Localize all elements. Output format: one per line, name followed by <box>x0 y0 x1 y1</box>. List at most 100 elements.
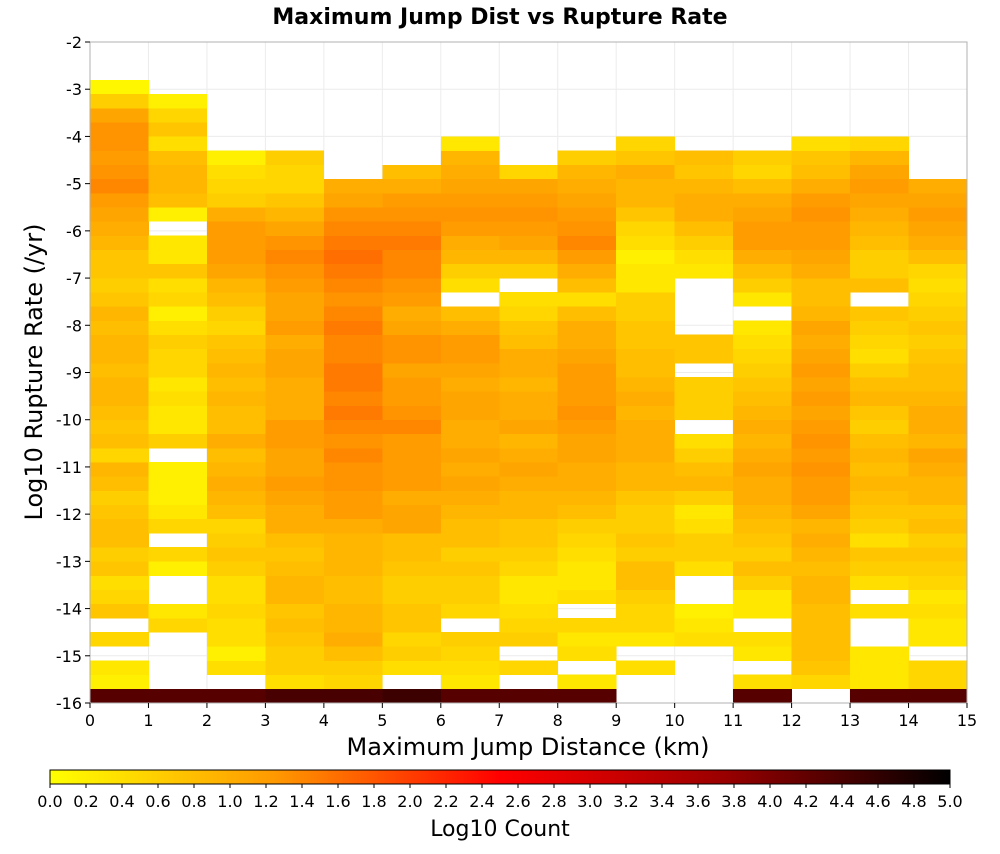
heatmap-cell <box>616 320 675 336</box>
heatmap-cell <box>265 391 325 406</box>
heatmap-cell <box>323 377 383 392</box>
heatmap-cell <box>265 164 325 180</box>
heatmap-cell <box>499 348 559 364</box>
heatmap-cell <box>440 221 500 236</box>
heatmap-cell <box>90 292 149 307</box>
heatmap-cell <box>850 320 909 336</box>
heatmap-cell <box>733 348 792 364</box>
heatmap-cell <box>499 462 559 477</box>
heatmap-cell <box>616 164 675 180</box>
heatmap-cell <box>90 589 149 605</box>
heatmap-cell <box>908 603 968 619</box>
heatmap-cell <box>908 334 968 350</box>
y-tick-label: -4 <box>66 127 82 146</box>
heatmap-cell <box>148 263 208 279</box>
heatmap-cell <box>616 547 675 562</box>
heatmap-cell <box>206 320 266 336</box>
heatmap-cell <box>499 490 559 505</box>
heatmap-cell <box>908 448 968 463</box>
heatmap-cell <box>733 589 792 605</box>
heatmap-cell <box>616 561 675 576</box>
heatmap-cell <box>382 490 442 505</box>
heatmap-cell <box>791 306 851 321</box>
heatmap-cell <box>791 136 851 151</box>
heatmap-cell <box>206 575 266 590</box>
heatmap-cell <box>148 377 208 392</box>
heatmap-cell <box>148 108 208 123</box>
heatmap-cell <box>733 292 792 307</box>
heatmap-cell <box>733 377 792 392</box>
heatmap-cell <box>499 391 559 406</box>
colorbar-tick-label: 0.0 <box>37 792 62 811</box>
heatmap-cell <box>850 476 909 491</box>
heatmap-cell <box>674 377 734 392</box>
heatmap-cell <box>440 476 500 491</box>
heatmap-cell <box>323 646 383 661</box>
heatmap-cell <box>382 221 442 236</box>
heatmap-cell <box>791 193 851 208</box>
heatmap-cell <box>616 292 675 307</box>
heatmap-cell <box>90 448 149 463</box>
heatmap-cell <box>850 448 909 463</box>
heatmap-cell <box>908 533 968 548</box>
heatmap-cell <box>265 419 325 435</box>
heatmap-cell <box>440 632 500 647</box>
heatmap-cell <box>90 178 149 194</box>
heatmap-cell <box>557 207 617 222</box>
heatmap-cell <box>850 674 909 690</box>
heatmap-cell <box>90 348 149 364</box>
heatmap-cell <box>499 405 559 421</box>
heatmap-cell <box>148 235 208 251</box>
y-tick-label: -14 <box>56 600 82 619</box>
heatmap-cell <box>382 603 442 619</box>
heatmap-cell <box>850 306 909 321</box>
heatmap-cell <box>206 150 266 166</box>
colorbar-tick-label: 1.8 <box>361 792 386 811</box>
heatmap-cell <box>323 660 383 675</box>
heatmap-cell <box>908 575 968 590</box>
x-tick-label: 4 <box>319 711 329 730</box>
heatmap-cell <box>557 193 617 208</box>
heatmap-cell <box>733 320 792 336</box>
heatmap-cell <box>90 391 149 406</box>
heatmap-cell <box>90 108 149 123</box>
heatmap-cell <box>206 632 266 647</box>
heatmap-cell <box>265 561 325 576</box>
y-tick-label: -9 <box>66 364 82 383</box>
colorbar-tick-label: 3.2 <box>613 792 638 811</box>
heatmap-cell <box>908 504 968 520</box>
heatmap-cell <box>733 518 792 534</box>
heatmap-cell <box>265 363 325 378</box>
heatmap-cell <box>148 164 208 180</box>
heatmap-cell <box>791 348 851 364</box>
heatmap-cell <box>616 533 675 548</box>
heatmap-cell <box>265 433 325 449</box>
heatmap-cells <box>90 79 968 704</box>
heatmap-cell <box>908 547 968 562</box>
heatmap-cell <box>265 150 325 166</box>
heatmap-cell <box>557 533 617 548</box>
heatmap-cell <box>674 504 734 520</box>
heatmap-cell <box>733 278 792 293</box>
heatmap-cell <box>499 504 559 520</box>
heatmap-cell <box>90 660 149 675</box>
heatmap-cell <box>265 278 325 293</box>
heatmap-cell <box>616 490 675 505</box>
heatmap-cell <box>557 221 617 236</box>
heatmap-cell <box>499 589 559 605</box>
heatmap-cell <box>265 249 325 265</box>
heatmap-cell <box>791 235 851 251</box>
heatmap-cell <box>616 660 675 675</box>
y-tick-label: -12 <box>56 505 82 524</box>
colorbar-tick-label: 4.0 <box>757 792 782 811</box>
heatmap-cell <box>674 518 734 534</box>
heatmap-cell <box>323 278 383 293</box>
heatmap-cell <box>791 249 851 265</box>
heatmap-cell <box>791 405 851 421</box>
heatmap-cell <box>323 433 383 449</box>
heatmap-cell <box>908 306 968 321</box>
heatmap-cell <box>791 575 851 590</box>
heatmap-cell <box>206 518 266 534</box>
heatmap-cell <box>90 79 149 95</box>
heatmap-cell <box>850 419 909 435</box>
